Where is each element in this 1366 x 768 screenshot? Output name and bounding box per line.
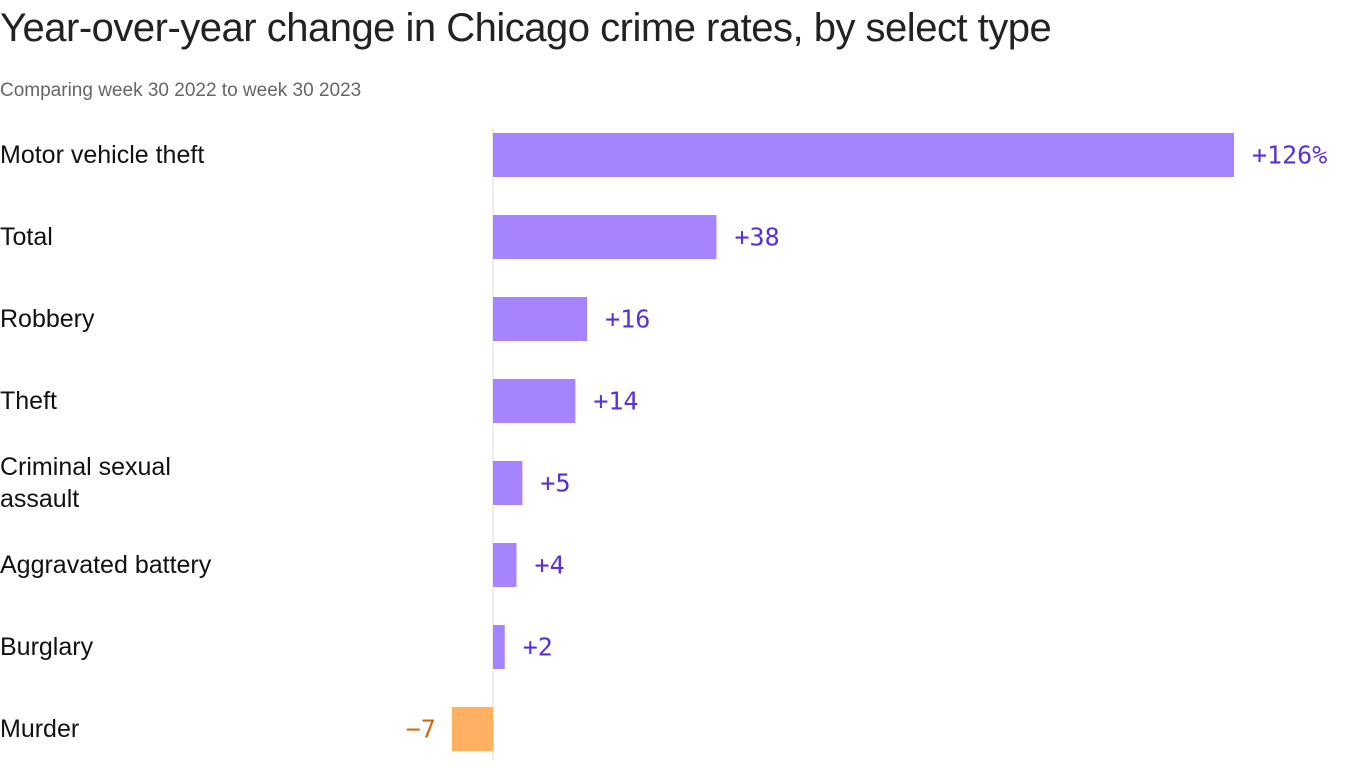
bar-2 (493, 297, 588, 341)
bar-1 (493, 215, 717, 259)
value-label-3: +14 (593, 387, 638, 416)
category-label-2: Robbery (0, 305, 95, 333)
value-label-7: −7 (406, 715, 436, 744)
bar-0 (493, 133, 1234, 177)
value-label-4: +5 (540, 469, 570, 498)
value-label-2: +16 (605, 305, 650, 334)
category-label-5: Aggravated battery (0, 551, 212, 579)
value-label-0: +126% (1252, 141, 1327, 170)
bar-3 (493, 379, 576, 423)
value-label-6: +2 (523, 633, 553, 662)
category-label-1: Total (0, 223, 53, 251)
value-label-5: +4 (535, 551, 565, 580)
category-label-3: Theft (0, 387, 57, 415)
bar-6 (493, 625, 505, 669)
chart-subtitle: Comparing week 30 2022 to week 30 2023 (0, 80, 362, 101)
bar-4 (493, 461, 523, 505)
category-label-6: Burglary (0, 633, 94, 661)
category-label-7: Murder (0, 715, 79, 743)
value-label-1: +38 (734, 223, 779, 252)
category-label-4: Criminal sexual assault (0, 453, 171, 513)
category-label-0: Motor vehicle theft (0, 141, 204, 169)
bar-7 (451, 707, 493, 751)
chart-title: Year-over-year change in Chicago crime r… (0, 6, 1052, 50)
bar-5 (493, 543, 517, 587)
